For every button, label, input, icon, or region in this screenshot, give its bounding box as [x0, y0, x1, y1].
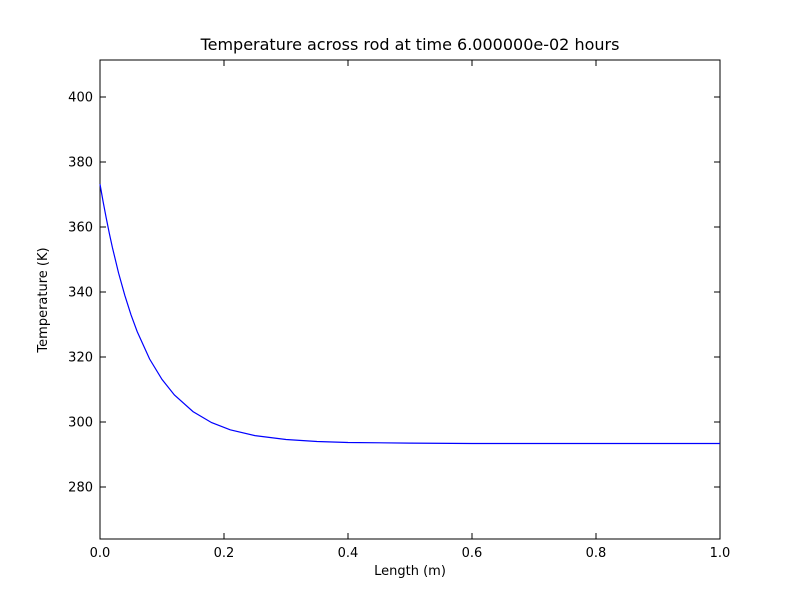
chart-title: Temperature across rod at time 6.000000e…	[200, 35, 620, 54]
y-tick-label: 300	[68, 416, 93, 431]
y-axis-label: Temperature (K)	[36, 247, 51, 353]
x-tick-label: 1.0	[710, 546, 731, 561]
y-tick-label: 380	[68, 156, 93, 171]
x-tick-label: 0.6	[462, 546, 483, 561]
x-tick-label: 0.4	[338, 546, 359, 561]
plot-frame	[99, 59, 721, 540]
temperature-curve	[99, 183, 720, 445]
y-tick-label: 360	[68, 221, 93, 236]
x-tick-label: 0.2	[214, 546, 235, 561]
x-tick-label: 0.8	[586, 546, 607, 561]
y-tick-label: 400	[68, 91, 93, 106]
x-tick-label: 0.0	[90, 546, 111, 561]
y-tick-label: 280	[68, 481, 93, 496]
x-axis-ticks: 0.0 0.2 0.4 0.6 0.8 1.0	[90, 60, 731, 561]
y-axis-ticks: 280 300 320 340 360 380 400	[68, 91, 720, 496]
y-tick-label: 340	[68, 286, 93, 301]
x-axis-label: Length (m)	[374, 564, 446, 579]
y-tick-label: 320	[68, 351, 93, 366]
